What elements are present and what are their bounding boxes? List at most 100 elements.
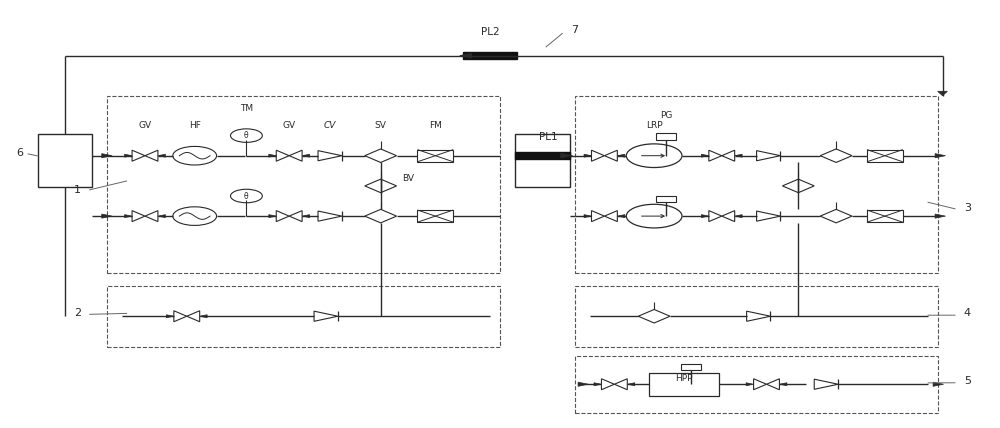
- Polygon shape: [158, 214, 165, 217]
- Polygon shape: [617, 154, 625, 157]
- Polygon shape: [638, 309, 670, 323]
- Bar: [656, 196, 676, 202]
- Polygon shape: [604, 150, 617, 161]
- Text: FM: FM: [429, 121, 442, 130]
- Polygon shape: [561, 153, 573, 158]
- Bar: [575, 356, 938, 413]
- Text: HF: HF: [189, 121, 201, 130]
- Polygon shape: [102, 154, 112, 158]
- Polygon shape: [584, 154, 591, 157]
- Polygon shape: [132, 150, 145, 161]
- Polygon shape: [302, 214, 310, 217]
- Polygon shape: [722, 211, 735, 222]
- Polygon shape: [365, 209, 397, 223]
- Bar: [417, 210, 453, 222]
- Circle shape: [231, 129, 262, 143]
- Polygon shape: [314, 311, 338, 321]
- Polygon shape: [617, 214, 625, 217]
- Polygon shape: [709, 211, 722, 222]
- Bar: [463, 52, 517, 59]
- Polygon shape: [276, 211, 289, 222]
- Text: TM: TM: [240, 104, 253, 113]
- Text: θ: θ: [244, 131, 249, 140]
- Polygon shape: [938, 91, 947, 96]
- Polygon shape: [779, 383, 787, 386]
- Polygon shape: [820, 149, 852, 163]
- Polygon shape: [200, 315, 207, 318]
- Text: 6: 6: [16, 148, 23, 158]
- Bar: [417, 150, 453, 162]
- Text: 5: 5: [964, 376, 971, 386]
- Polygon shape: [584, 214, 591, 217]
- Bar: [107, 96, 500, 273]
- Polygon shape: [814, 379, 838, 389]
- Bar: [867, 210, 903, 222]
- Polygon shape: [276, 150, 289, 161]
- Polygon shape: [460, 53, 472, 58]
- Circle shape: [231, 189, 262, 203]
- Polygon shape: [132, 211, 145, 222]
- Polygon shape: [935, 154, 946, 158]
- Polygon shape: [591, 211, 604, 222]
- Bar: [515, 152, 570, 159]
- Polygon shape: [604, 211, 617, 222]
- Circle shape: [626, 204, 682, 228]
- Text: GV: GV: [138, 121, 152, 130]
- Text: 4: 4: [964, 309, 971, 318]
- Polygon shape: [933, 382, 944, 386]
- Polygon shape: [735, 214, 742, 217]
- Polygon shape: [365, 179, 397, 193]
- Polygon shape: [601, 379, 614, 390]
- Polygon shape: [935, 214, 946, 218]
- Polygon shape: [578, 382, 589, 386]
- Polygon shape: [289, 211, 302, 222]
- Bar: [649, 373, 719, 396]
- Polygon shape: [701, 154, 709, 157]
- Bar: [515, 134, 570, 187]
- Polygon shape: [614, 379, 627, 390]
- Polygon shape: [125, 214, 132, 217]
- Circle shape: [173, 207, 217, 226]
- Bar: [575, 96, 938, 273]
- Polygon shape: [302, 154, 310, 157]
- Text: LRP: LRP: [646, 121, 662, 130]
- Text: 7: 7: [571, 25, 578, 35]
- Polygon shape: [125, 154, 132, 157]
- Polygon shape: [158, 154, 165, 157]
- Polygon shape: [174, 311, 187, 322]
- Polygon shape: [754, 379, 767, 390]
- Polygon shape: [594, 383, 601, 386]
- Text: HPP: HPP: [675, 374, 693, 383]
- Text: PL1: PL1: [539, 132, 558, 142]
- Text: PL2: PL2: [481, 27, 499, 36]
- Circle shape: [173, 146, 217, 165]
- Polygon shape: [166, 315, 174, 318]
- Polygon shape: [145, 150, 158, 161]
- Polygon shape: [289, 150, 302, 161]
- Circle shape: [626, 144, 682, 167]
- Text: θ: θ: [244, 192, 249, 201]
- Bar: [575, 286, 938, 347]
- Polygon shape: [782, 179, 814, 193]
- Text: BV: BV: [403, 174, 415, 183]
- Polygon shape: [709, 150, 722, 161]
- Polygon shape: [187, 311, 200, 322]
- Polygon shape: [102, 214, 112, 218]
- Bar: [656, 133, 676, 140]
- Polygon shape: [820, 209, 852, 223]
- Polygon shape: [591, 150, 604, 161]
- Bar: [107, 286, 500, 347]
- Polygon shape: [318, 151, 342, 161]
- Polygon shape: [722, 150, 735, 161]
- Polygon shape: [735, 154, 742, 157]
- Polygon shape: [627, 383, 635, 386]
- Polygon shape: [757, 151, 780, 161]
- Polygon shape: [318, 211, 342, 221]
- Polygon shape: [746, 383, 754, 386]
- Polygon shape: [269, 154, 276, 157]
- Text: 2: 2: [74, 309, 81, 318]
- Polygon shape: [747, 311, 770, 321]
- Text: GV: GV: [283, 121, 296, 130]
- Polygon shape: [757, 211, 780, 221]
- Text: 1: 1: [74, 185, 81, 195]
